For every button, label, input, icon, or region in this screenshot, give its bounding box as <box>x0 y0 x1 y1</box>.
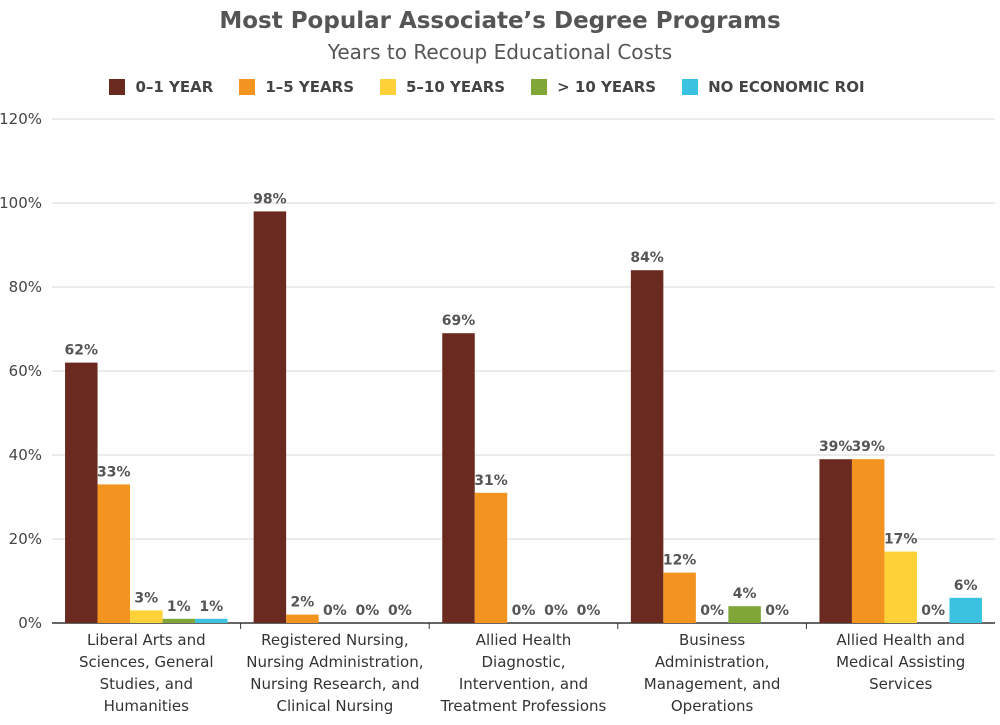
legend-label-over-10-years: > 10 YEARS <box>557 78 657 96</box>
legend-label-1-5-years: 1–5 YEARS <box>265 78 354 96</box>
data-label-1-4: 0% <box>388 603 412 619</box>
category-label-2-line-0: Allied Health <box>476 631 572 649</box>
legend-swatch-no-economic-roi <box>682 79 699 95</box>
data-label-4-1: 39% <box>851 439 885 455</box>
bar-3-0 <box>630 270 664 623</box>
data-label-4-0: 39% <box>819 439 853 455</box>
data-label-2-4: 0% <box>577 603 601 619</box>
legend-swatch-0-1-year <box>109 79 126 95</box>
data-label-0-2: 3% <box>134 590 158 606</box>
data-label-2-1: 31% <box>474 473 508 489</box>
data-label-2-2: 0% <box>512 603 536 619</box>
category-label-1-line-2: Nursing Research, and <box>250 675 419 693</box>
data-label-0-0: 62% <box>65 343 99 359</box>
data-label-2-0: 69% <box>442 313 476 329</box>
bar-4-1 <box>851 459 885 623</box>
category-label-3-line-0: Business <box>679 631 745 649</box>
bar-0-4 <box>195 618 228 623</box>
y-tick-label-60: 60% <box>9 362 42 380</box>
legend-label-no-economic-roi: NO ECONOMIC ROI <box>708 78 865 96</box>
bar-0-0 <box>65 362 98 623</box>
data-label-4-2: 17% <box>884 532 918 548</box>
data-label-0-3: 1% <box>167 599 191 615</box>
bar-0-3 <box>162 618 196 623</box>
bar-3-1 <box>663 572 696 623</box>
category-label-0-line-1: Sciences, General <box>79 653 214 671</box>
y-tick-label-0: 0% <box>18 614 42 632</box>
data-label-4-4: 6% <box>954 578 978 594</box>
y-tick-label-20: 20% <box>9 530 42 548</box>
category-label-3-line-3: Operations <box>671 697 754 715</box>
chart-subtitle: Years to Recoup Educational Costs <box>327 40 673 64</box>
data-label-0-4: 1% <box>199 599 223 615</box>
data-label-3-2: 0% <box>700 603 724 619</box>
category-label-1-line-1: Nursing Administration, <box>246 653 423 671</box>
category-label-0-line-2: Studies, and <box>100 675 193 693</box>
bar-1-0 <box>253 211 287 623</box>
category-label-3-line-2: Management, and <box>644 675 781 693</box>
legend-label-0-1-year: 0–1 YEAR <box>135 78 214 96</box>
legend-label-5-10-years: 5–10 YEARS <box>406 78 506 96</box>
data-label-3-0: 84% <box>630 250 664 266</box>
category-label-2-line-2: Intervention, and <box>459 675 588 693</box>
legend-swatch-5-10-years <box>380 79 396 95</box>
y-tick-label-120: 120% <box>0 110 42 128</box>
y-tick-label-80: 80% <box>9 278 42 296</box>
bar-0-1 <box>97 484 131 623</box>
category-label-4-line-0: Allied Health and <box>836 631 965 649</box>
category-label-4-line-2: Services <box>869 675 932 693</box>
bar-3-3 <box>728 606 761 623</box>
data-label-2-3: 0% <box>544 603 568 619</box>
data-label-4-3: 0% <box>921 603 945 619</box>
bar-0-2 <box>130 610 163 623</box>
category-label-0-line-0: Liberal Arts and <box>87 631 206 649</box>
legend-swatch-1-5-years <box>239 79 256 95</box>
legend-item-0-1-year: 0–1 YEAR <box>109 78 213 96</box>
y-tick-label-100: 100% <box>0 194 42 212</box>
data-label-1-2: 0% <box>323 603 347 619</box>
bar-1-1 <box>286 614 319 623</box>
category-label-3-line-1: Administration, <box>655 653 770 671</box>
data-label-0-1: 33% <box>97 464 131 480</box>
legend-item-5-10-years: 5–10 YEARS <box>380 78 505 96</box>
legend-item-over-10-years: > 10 YEARS <box>531 78 656 96</box>
category-label-2-line-3: Treatment Professions <box>440 697 607 715</box>
category-label-2-line-1: Diagnostic, <box>482 653 566 671</box>
bar-2-0 <box>442 333 475 623</box>
legend-swatch-over-10-years <box>531 79 548 95</box>
y-tick-label-40: 40% <box>9 446 42 464</box>
bar-2-1 <box>474 492 508 623</box>
category-label-1-line-3: Clinical Nursing <box>277 697 394 715</box>
chart-title: Most Popular Associate’s Degree Programs <box>219 8 781 34</box>
bar-4-2 <box>884 551 917 623</box>
bar-4-0 <box>819 459 852 623</box>
chart-legend: 0–1 YEAR 1–5 YEARS 5–10 YEARS > 10 YEARS… <box>0 78 1000 96</box>
category-label-4-line-1: Medical Assisting <box>836 653 965 671</box>
legend-item-no-economic-roi: NO ECONOMIC ROI <box>682 78 865 96</box>
data-label-1-3: 0% <box>356 603 380 619</box>
data-label-3-1: 12% <box>663 553 697 569</box>
legend-item-1-5-years: 1–5 YEARS <box>239 78 354 96</box>
data-label-3-4: 0% <box>765 603 789 619</box>
bar-4-4 <box>949 597 982 623</box>
data-label-1-1: 2% <box>291 595 315 611</box>
category-label-0-line-3: Humanities <box>104 697 190 715</box>
category-label-1-line-0: Registered Nursing, <box>261 631 409 649</box>
data-label-3-3: 4% <box>733 586 757 602</box>
data-label-1-0: 98% <box>253 191 287 207</box>
